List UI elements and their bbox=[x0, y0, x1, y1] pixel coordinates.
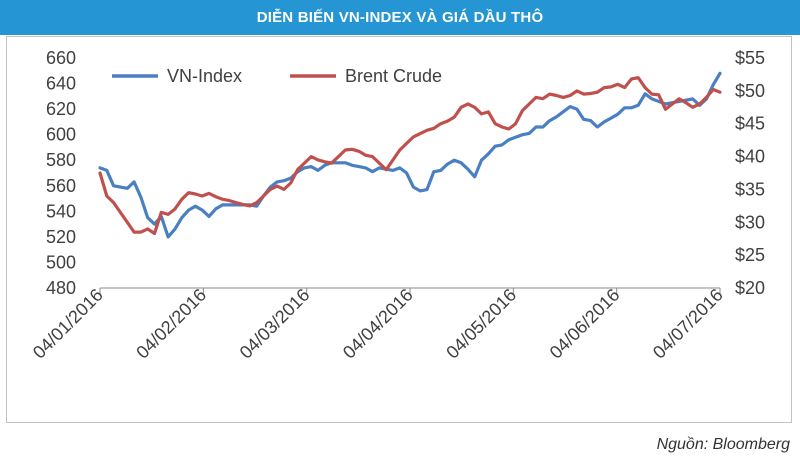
y-right-tick-label: $30 bbox=[735, 212, 765, 232]
x-tick-label: 04/06/2016 bbox=[546, 285, 624, 363]
chart-frame bbox=[6, 36, 792, 423]
y-left-tick-label: 640 bbox=[46, 74, 76, 94]
y-left-tick-label: 520 bbox=[46, 227, 76, 247]
y-left-tick-label: 540 bbox=[46, 201, 76, 221]
y-left-tick-label: 580 bbox=[46, 150, 76, 170]
y-left-tick-label: 500 bbox=[46, 252, 76, 272]
y-right-tick-label: $40 bbox=[735, 147, 765, 167]
x-tick-label: 04/03/2016 bbox=[236, 285, 314, 363]
y-left-tick-label: 620 bbox=[46, 99, 76, 119]
y-left-tick-label: 480 bbox=[46, 278, 76, 298]
x-tick-label: 04/05/2016 bbox=[442, 285, 520, 363]
source-note: Nguồn: Bloomberg bbox=[656, 436, 790, 453]
vn-index-line bbox=[98, 71, 722, 239]
legend-vn-index-label: VN-Index bbox=[167, 66, 242, 86]
y-right-tick-label: $45 bbox=[735, 114, 765, 134]
brent-crude-line bbox=[98, 76, 722, 236]
y-right-tick-label: $55 bbox=[735, 48, 765, 68]
y-left-tick-label: 600 bbox=[46, 125, 76, 145]
y-right-tick-label: $20 bbox=[735, 278, 765, 298]
x-tick-label: 04/02/2016 bbox=[132, 285, 210, 363]
y-left-tick-label: 560 bbox=[46, 176, 76, 196]
chart-header: DIỄN BIẾN VN-INDEX VÀ GIÁ DẦU THÔ bbox=[0, 0, 800, 35]
x-tick-label: 04/04/2016 bbox=[339, 285, 417, 363]
x-tick-label: 04/07/2016 bbox=[649, 285, 727, 363]
chart-title: DIỄN BIẾN VN-INDEX VÀ GIÁ DẦU THÔ bbox=[256, 9, 544, 26]
y-right-tick-label: $50 bbox=[735, 81, 765, 101]
y-left-tick-label: 660 bbox=[46, 48, 76, 68]
y-right-tick-label: $25 bbox=[735, 245, 765, 265]
y-right-tick-label: $35 bbox=[735, 179, 765, 199]
legend-brent-crude-label: Brent Crude bbox=[345, 66, 442, 86]
